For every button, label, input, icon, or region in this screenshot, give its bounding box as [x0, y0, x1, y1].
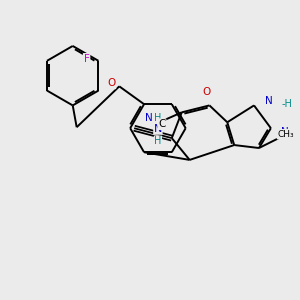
Text: N: N: [265, 97, 273, 106]
Text: N: N: [145, 113, 153, 123]
Text: -H: -H: [282, 99, 292, 110]
Text: H: H: [154, 113, 162, 123]
Text: O: O: [202, 86, 211, 97]
Text: H: H: [154, 136, 162, 146]
Text: CH₃: CH₃: [278, 130, 294, 139]
Text: O: O: [107, 78, 116, 88]
Text: F: F: [84, 54, 89, 64]
Text: N: N: [281, 127, 289, 137]
Text: N: N: [154, 124, 162, 134]
Text: C: C: [158, 119, 166, 129]
